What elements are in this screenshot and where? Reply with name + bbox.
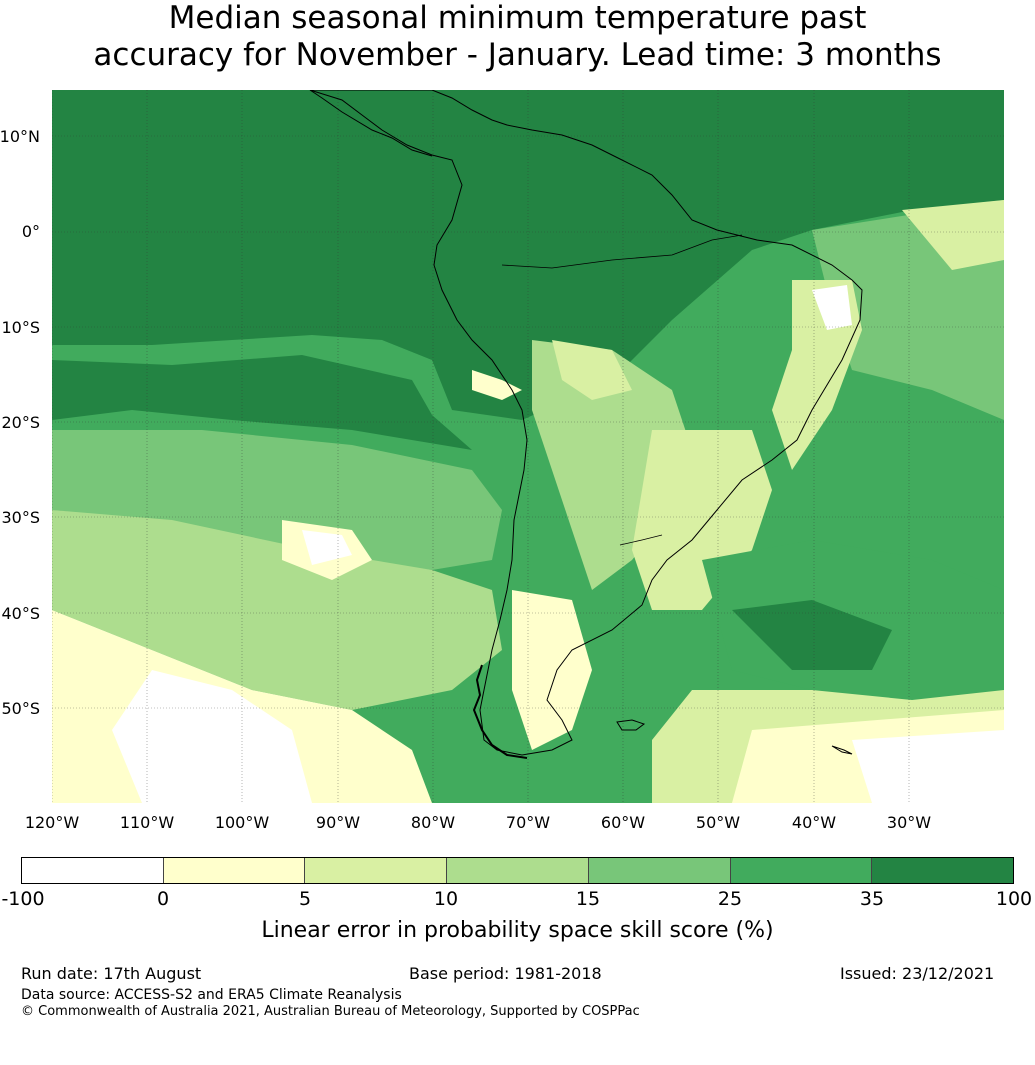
colorbar-tick: 35 [859,888,885,910]
colorbar-tick: -100 [1,888,45,910]
title-line-1: Median seasonal minimum temperature past [168,0,867,36]
lon-label: 30°W [886,813,932,832]
south-georgia [831,745,853,755]
copyright: © Commonwealth of Australia 2021, Austra… [21,1004,640,1019]
region-continent-light-1 [552,340,632,400]
region-no-skill-southwest [112,670,312,803]
colorbar [21,857,1014,884]
lat-label: 30°S [1,508,40,527]
graticule [52,90,1004,803]
rio-de-la-plata [619,534,663,546]
lon-label: 40°W [791,813,837,832]
run-date: Run date: 17th August [21,964,202,983]
lon-label: 110°W [119,813,175,832]
lat-label: 20°S [1,413,40,432]
lon-label: 70°W [505,813,551,832]
region-patagonia-light [512,590,592,750]
map-area [52,90,1004,803]
colorbar-segment [872,858,1014,883]
title-line-2: accuracy for November - January. Lead ti… [93,37,942,73]
region-high-skill-pacific [52,355,472,450]
colorbar-tick: 0 [156,888,170,910]
skill-map [52,90,1004,803]
data-source: Data source: ACCESS-S2 and ERA5 Climate … [21,987,402,1003]
colorbar-tick: 5 [298,888,312,910]
colorbar-segment [730,858,873,883]
region-pacific-south [52,510,502,710]
south-america-coastline [309,90,863,756]
colorbar-tick: 100 [995,888,1033,910]
region-brazil-east-white [812,285,852,330]
falkland-islands [616,719,646,731]
lon-label: 60°W [600,813,646,832]
colorbar-segment [447,858,589,883]
lat-label: 0° [21,222,40,241]
lon-label: 100°W [214,813,270,832]
chile-archipelago [472,664,528,759]
lon-label: 120°W [24,813,80,832]
issued-date: Issued: 23/12/2021 [840,964,995,983]
base-period: Base period: 1981-2018 [409,964,602,983]
colorbar-label: Linear error in probability space skill … [261,918,774,943]
region-south-atlantic-dark [732,600,892,670]
colorbar-segment [163,858,306,883]
lat-label: 50°S [1,699,40,718]
lat-label: 10°S [1,318,40,337]
colorbar-segment [22,858,164,883]
colorbar-segment [305,858,448,883]
amazon-river [501,234,743,269]
map-title: Median seasonal minimum temperature past… [0,0,1035,74]
region-southern-ocean-white [852,730,1004,803]
colorbar-tick: 25 [717,888,743,910]
lon-label: 80°W [410,813,456,832]
lon-label: 50°W [695,813,741,832]
region-atlantic-light [902,200,1004,270]
lon-label: 90°W [315,813,361,832]
colorbar-tick: 15 [575,888,601,910]
region-pacific-mid [52,430,502,570]
lat-label: 10°N [0,127,40,146]
lat-label: 40°S [1,604,40,623]
colorbar-tick: 10 [433,888,459,910]
central-america-coastline [309,90,433,157]
region-white-patch-1 [302,530,352,565]
region-andes-light [472,370,522,400]
colorbar-segment [588,858,731,883]
